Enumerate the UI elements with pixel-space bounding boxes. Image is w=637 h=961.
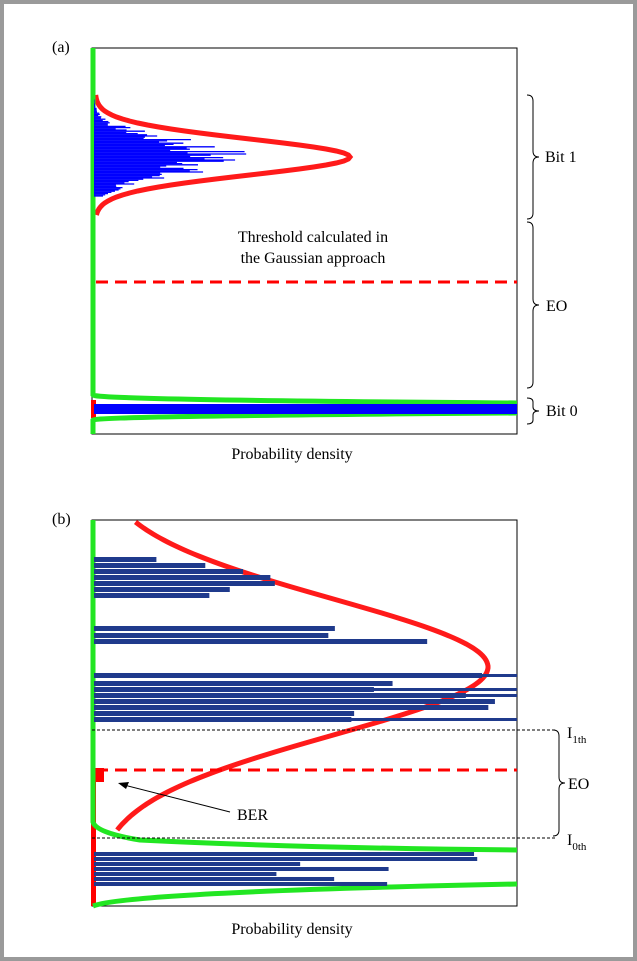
histogram-bar [94, 862, 301, 866]
histogram-bar [94, 626, 335, 631]
histogram-bar [94, 872, 277, 876]
annotation: Threshold calculated in [238, 229, 388, 246]
histogram-bar [94, 639, 428, 644]
histogram-bar [94, 699, 495, 704]
brace [526, 94, 540, 220]
arrow [123, 784, 231, 813]
panel-a: (a) Threshold calculated in the Gaussian… [52, 39, 578, 463]
green-curve [90, 520, 518, 909]
x-axis-label: Probability density [231, 446, 352, 463]
histogram-bar [94, 882, 388, 886]
histogram-bar [94, 867, 389, 871]
brace [552, 729, 566, 837]
bit0-label: Bit 0 [546, 403, 578, 420]
panel-b: (b) I1th EO I0th BER Probability density [52, 511, 589, 938]
red-mark [96, 768, 104, 782]
histogram-bar [94, 557, 157, 562]
red-curve [93, 94, 354, 216]
histogram-bar [94, 687, 374, 692]
histogram-bar [94, 857, 478, 861]
histogram-bar [94, 581, 275, 586]
histogram-bar [94, 717, 352, 722]
x-axis-label: Probability density [231, 921, 352, 938]
red-mark [91, 768, 96, 906]
histogram-bar [94, 633, 329, 638]
eo-label: EO [568, 776, 589, 793]
histogram-bar [94, 705, 489, 710]
histogram-bar [94, 569, 244, 574]
i1-sub: 1th [572, 734, 587, 746]
histogram-bar [94, 563, 206, 568]
panel-label: (a) [52, 39, 70, 56]
histogram-bar [94, 852, 475, 856]
i1-main: I [567, 725, 572, 742]
i1-label: I1th [567, 725, 587, 746]
eo-label: EO [546, 298, 567, 315]
histogram-bar [94, 404, 517, 414]
ber-label: BER [237, 807, 268, 824]
histogram-bar [94, 877, 335, 881]
bit1-label: Bit 1 [545, 149, 577, 166]
i0-main: I [567, 832, 572, 849]
histogram-bar [94, 575, 271, 580]
histogram-bar [94, 587, 230, 592]
i0-sub: 0th [572, 841, 587, 853]
arrow-head [118, 782, 129, 789]
red-mark [91, 400, 96, 418]
annotation: the Gaussian approach [241, 250, 386, 267]
brace [526, 397, 540, 425]
histogram-bar [94, 681, 393, 686]
i0-label: I0th [567, 832, 587, 853]
brace [526, 221, 540, 389]
histogram-bar [94, 711, 355, 716]
histogram-bar [94, 673, 483, 678]
panel-label: (b) [52, 511, 71, 528]
histogram-bar [94, 693, 466, 698]
histogram-bar [94, 593, 210, 598]
